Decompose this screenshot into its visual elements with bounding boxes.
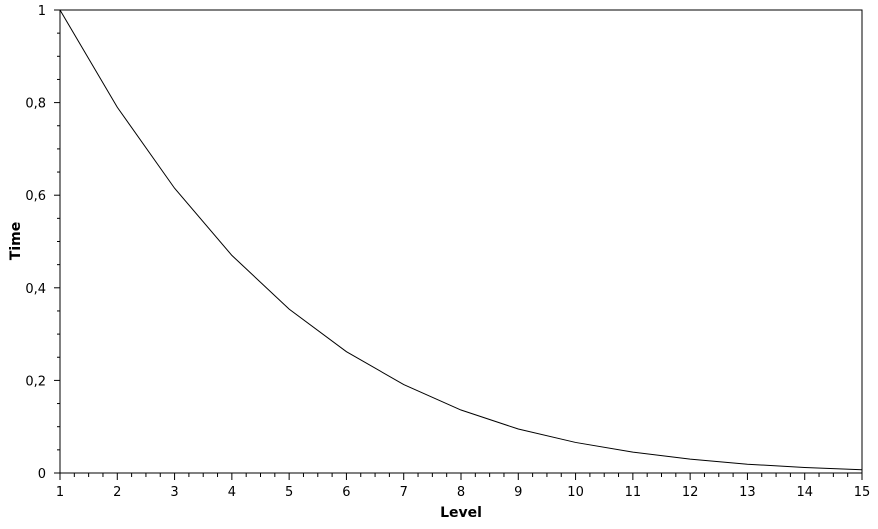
x-tick-label: 5	[285, 485, 293, 500]
x-tick-label: 12	[682, 485, 699, 500]
x-tick-label: 1	[56, 485, 64, 500]
x-tick-label: 7	[400, 485, 408, 500]
x-tick-label: 8	[457, 485, 465, 500]
y-axis: 0 0,2 0,4 0,6 0,8 1	[25, 4, 60, 482]
x-tick-label: 14	[796, 485, 813, 500]
x-tick-label: 10	[567, 485, 584, 500]
y-tick-label: 0,8	[25, 97, 46, 112]
x-tick-label: 11	[625, 485, 642, 500]
y-tick-label: 0,2	[25, 374, 46, 389]
y-tick-label: 0,4	[25, 282, 46, 297]
y-axis-title: Time	[8, 222, 24, 260]
x-tick-label: 9	[514, 485, 522, 500]
x-tick-label: 4	[228, 485, 236, 500]
plot-area	[59, 9, 863, 474]
x-tick-label: 15	[854, 485, 871, 500]
x-axis-title: Level	[440, 505, 482, 521]
x-tick-label: 6	[342, 485, 350, 500]
y-tick-label: 1	[38, 4, 46, 19]
y-tick-label: 0	[38, 467, 46, 482]
y-tick-label: 0,6	[25, 189, 46, 204]
x-tick-label: 13	[739, 485, 756, 500]
x-axis: 1 2 3 4 5 6 7 8 9 10 11 12 13 14 15	[56, 473, 870, 500]
series-line	[59, 9, 863, 471]
x-tick-label: 3	[170, 485, 178, 500]
x-tick-label: 2	[113, 485, 121, 500]
series-layer	[59, 9, 863, 471]
